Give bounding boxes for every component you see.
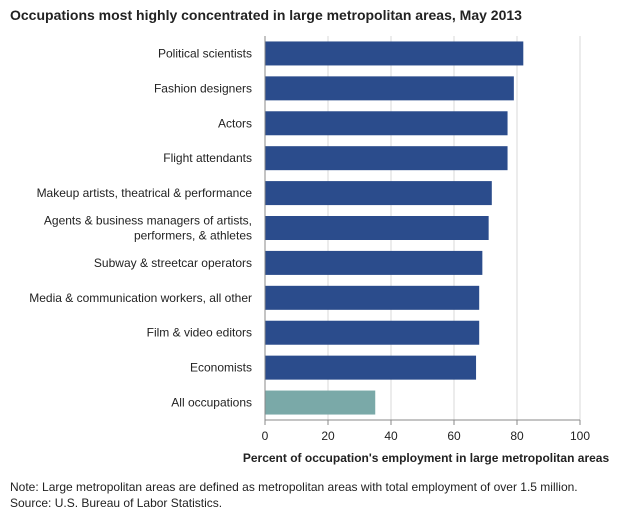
category-label: Media & communication workers, all other (29, 291, 252, 305)
x-tick-label: 0 (262, 429, 269, 443)
category-label: performers, & athletes (134, 229, 252, 243)
bar (265, 181, 492, 206)
category-label: Agents & business managers of artists, (44, 214, 252, 228)
category-label: Political scientists (158, 46, 252, 60)
category-label: Makeup artists, theatrical & performance (37, 186, 253, 200)
bar (265, 250, 483, 275)
bar (265, 390, 376, 415)
bar (265, 111, 508, 136)
bars (265, 41, 524, 415)
bar (265, 216, 489, 240)
x-tick-label: 60 (447, 429, 461, 443)
category-labels: Political scientists Fashion designers Act… (29, 46, 252, 409)
x-tick-label: 100 (570, 429, 590, 443)
x-tick-label: 40 (384, 429, 398, 443)
bar (265, 76, 514, 101)
x-tick-label: 20 (321, 429, 335, 443)
bar (265, 41, 524, 66)
bar (265, 285, 480, 310)
category-label: Subway & streetcar operators (94, 256, 252, 270)
category-label: Flight attendants (163, 151, 252, 165)
x-axis-label: Percent of occupation's employment in la… (243, 451, 610, 465)
chart-title: Occupations most highly concentrated in … (10, 7, 522, 23)
category-label: Economists (190, 361, 252, 375)
category-label: All occupations (171, 396, 252, 410)
bar (265, 146, 508, 171)
category-label: Film & video editors (147, 326, 252, 340)
category-label: Fashion designers (154, 81, 252, 95)
bar-chart: Political scientists Fashion designers Act… (29, 36, 610, 465)
x-tick-label: 80 (510, 429, 524, 443)
source-note: Source: U.S. Bureau of Labor Statistics. (10, 496, 223, 510)
bar (265, 320, 480, 345)
footnote: Note: Large metropolitan areas are defin… (10, 480, 578, 494)
category-label: Actors (218, 116, 252, 130)
x-axis: 0 20 40 60 80 100 (262, 36, 590, 443)
bar (265, 355, 477, 380)
